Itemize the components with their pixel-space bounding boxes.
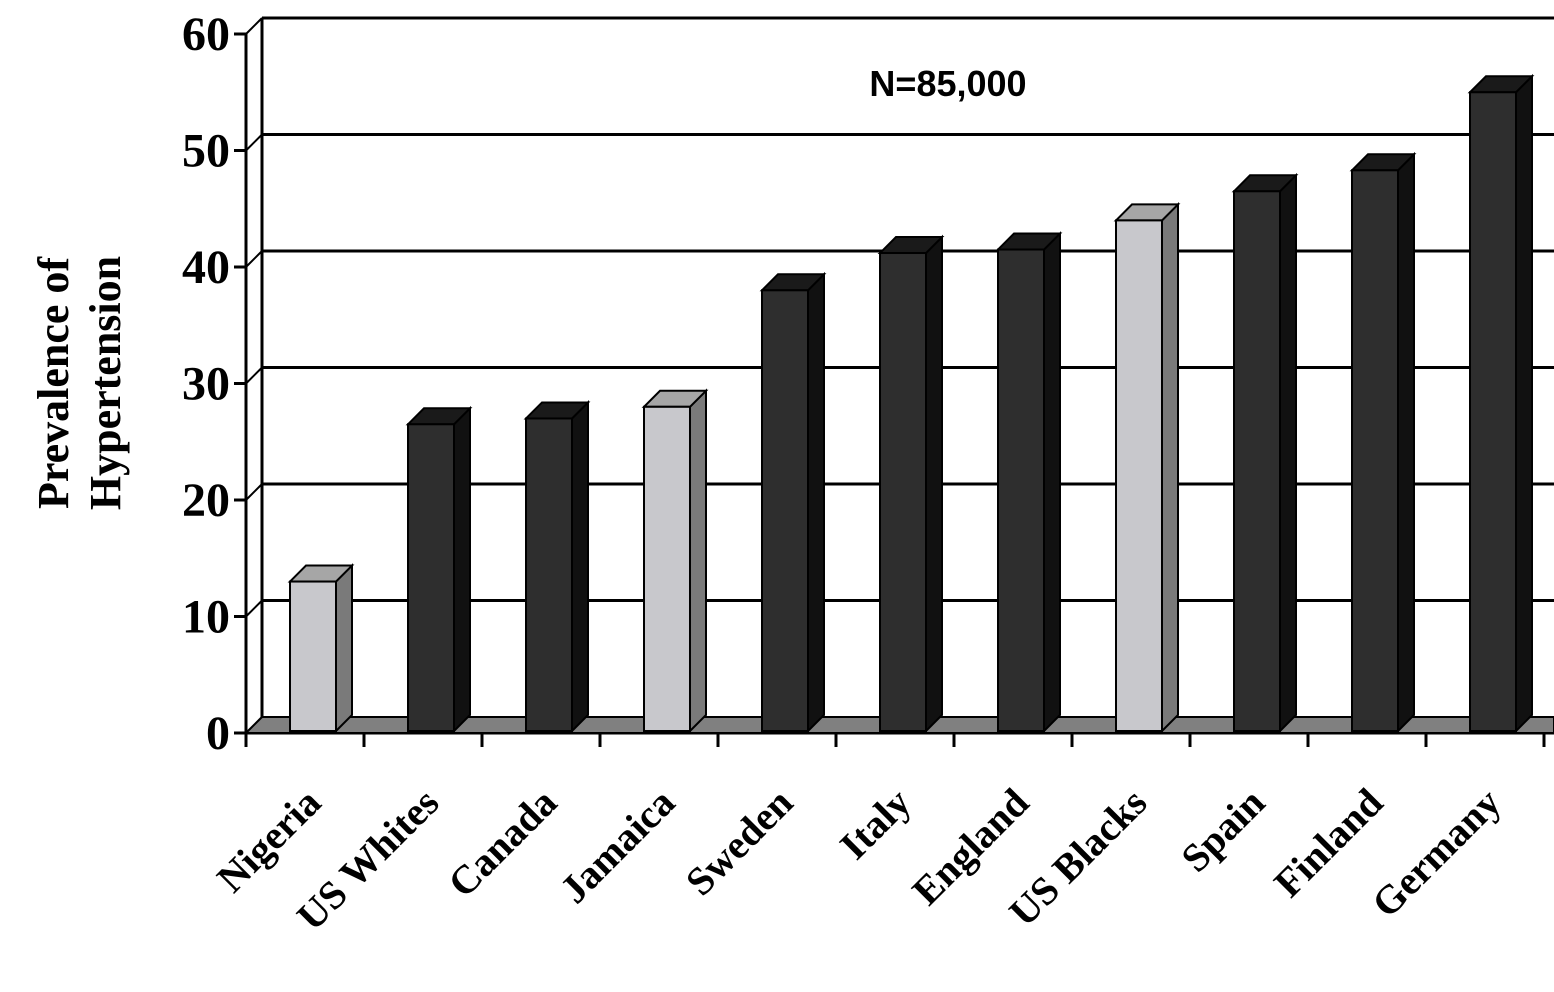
y-tick-label: 0 (206, 707, 230, 760)
bar-side (1279, 172, 1297, 734)
bar-front (1233, 190, 1281, 732)
bar-front (643, 405, 691, 732)
bar-jamaica (641, 388, 709, 734)
bar-front (1351, 169, 1399, 732)
x-tick-label: Italy (831, 780, 919, 868)
x-tick-label: Spain (1172, 780, 1273, 881)
side-wall-line (245, 250, 263, 268)
bar-front (997, 248, 1045, 732)
y-axis-title-line-2: Hypertension (81, 256, 130, 510)
y-tick-label: 20 (182, 474, 230, 527)
x-tick-label: Sweden (677, 780, 802, 905)
bar-side (925, 234, 943, 734)
bar-front (1115, 219, 1163, 732)
bar-side (1397, 151, 1415, 734)
sample-size-annotation: N=85,000 (869, 63, 1026, 104)
bar-side (571, 400, 589, 734)
x-tick-label: Jamaica (551, 780, 683, 912)
bar-side (453, 405, 471, 734)
x-tick-label: Canada (439, 780, 565, 906)
side-wall-line (245, 483, 263, 501)
bar-side (1043, 231, 1061, 734)
y-axis-title-line-1: Prevalence of (29, 256, 78, 509)
bar-us-blacks (1113, 201, 1181, 734)
bar-nigeria (287, 563, 355, 734)
y-tick-label: 50 (182, 125, 230, 178)
side-wall-line (245, 599, 263, 618)
bar-side (807, 271, 825, 734)
side-wall-line (245, 133, 263, 152)
bar-side (335, 563, 353, 734)
bar-front (879, 252, 927, 733)
bar-front (289, 580, 337, 732)
bar-front (407, 423, 455, 732)
bar-side (689, 388, 707, 734)
bar-spain (1231, 172, 1299, 734)
side-wall-line (245, 17, 263, 35)
y-tick-label: 60 (182, 8, 230, 61)
bar-side (1161, 201, 1179, 734)
bar-germany (1467, 73, 1535, 734)
bar-italy (877, 234, 945, 734)
bar-canada (523, 400, 591, 734)
x-tick-label: Germany (1363, 780, 1510, 927)
bar-finland (1349, 151, 1417, 734)
bar-front (761, 289, 809, 732)
y-tick-labels: 0 10 20 30 40 50 60 (182, 8, 230, 760)
bars (287, 73, 1535, 734)
bar-front (525, 417, 573, 732)
bar-england (995, 231, 1063, 734)
bar-side (1515, 73, 1533, 734)
bar-sweden (759, 271, 827, 734)
y-axis-title: Prevalence of Hypertension (29, 256, 130, 511)
y-tick-label: 40 (182, 241, 230, 294)
side-wall-line (245, 366, 263, 385)
bar-us-whites (405, 405, 473, 734)
bar-front (1469, 91, 1517, 732)
y-tick-label: 30 (182, 358, 230, 411)
y-tick-label: 10 (182, 591, 230, 644)
